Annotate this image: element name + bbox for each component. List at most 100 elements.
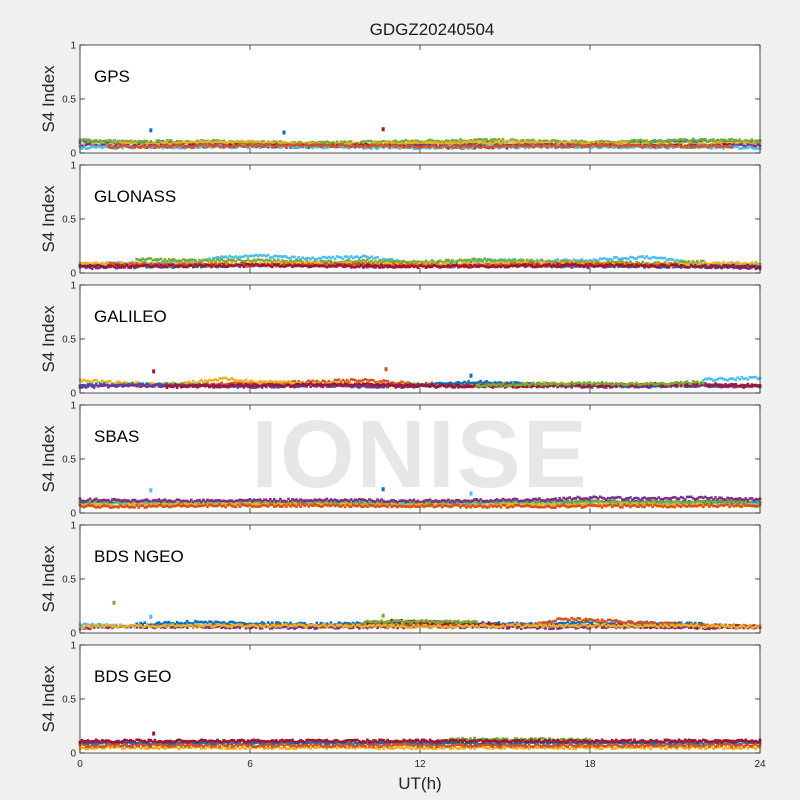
data-point — [689, 144, 693, 148]
data-point — [548, 140, 551, 143]
data-point — [610, 142, 614, 146]
data-point — [491, 142, 495, 145]
data-point — [370, 144, 373, 148]
data-point — [572, 140, 576, 144]
data-point — [388, 145, 391, 149]
data-point — [100, 143, 104, 147]
data-point — [728, 138, 731, 141]
data-point — [404, 146, 408, 149]
data-point — [564, 145, 568, 149]
data-point — [111, 142, 114, 146]
data-point — [343, 140, 347, 143]
data-point — [712, 144, 715, 147]
data-point — [382, 144, 385, 148]
data-point — [167, 139, 171, 142]
data-point — [653, 138, 657, 142]
data-point — [378, 143, 381, 147]
data-point — [133, 141, 136, 145]
data-point — [268, 142, 272, 146]
data-point — [673, 144, 677, 148]
data-point — [600, 144, 604, 147]
data-point — [436, 145, 440, 149]
data-point — [720, 144, 723, 148]
data-point — [501, 144, 505, 148]
data-point — [677, 140, 681, 143]
data-point — [461, 139, 464, 143]
data-point — [281, 255, 284, 259]
data-point — [643, 145, 646, 148]
data-point — [384, 143, 387, 147]
data-point — [412, 139, 416, 143]
data-point — [141, 260, 145, 264]
data-point — [291, 144, 294, 147]
data-point — [210, 139, 213, 143]
data-point — [746, 143, 750, 146]
data-point — [173, 145, 177, 148]
data-point — [376, 143, 379, 147]
data-point — [283, 380, 286, 383]
data-point — [414, 139, 418, 143]
data-point — [386, 144, 389, 147]
data-point — [744, 145, 748, 148]
data-point — [171, 260, 175, 263]
data-point — [260, 145, 264, 149]
data-point — [604, 141, 608, 144]
data-point — [633, 142, 636, 146]
data-point — [714, 146, 717, 150]
data-point — [704, 263, 707, 267]
data-point — [329, 142, 333, 145]
data-point — [645, 139, 648, 143]
data-point — [111, 146, 114, 150]
data-point — [151, 145, 155, 149]
data-point — [420, 142, 424, 145]
data-point — [309, 257, 313, 261]
data-point — [125, 139, 128, 143]
data-point — [548, 143, 551, 146]
data-point — [734, 138, 738, 142]
data-point — [527, 141, 531, 144]
data-point — [509, 140, 513, 143]
data-point — [240, 255, 244, 259]
data-point — [697, 146, 701, 149]
data-point — [677, 138, 681, 141]
data-point — [198, 143, 201, 147]
data-point — [143, 139, 147, 143]
data-point — [232, 256, 236, 259]
data-point — [418, 143, 422, 147]
data-point — [734, 145, 738, 149]
data-point — [277, 258, 280, 262]
data-point — [297, 255, 300, 259]
data-point — [724, 141, 727, 145]
data-point — [169, 141, 173, 144]
data-point — [724, 145, 727, 148]
data-point — [574, 141, 578, 145]
data-point — [396, 140, 400, 144]
data-point — [615, 142, 618, 145]
data-point — [319, 145, 323, 149]
data-point — [376, 147, 379, 150]
data-point — [210, 146, 213, 149]
data-point — [337, 378, 341, 382]
data-point — [617, 142, 620, 146]
data-point — [123, 141, 126, 145]
data-point — [728, 143, 731, 147]
data-point — [608, 145, 612, 148]
spike-point — [381, 127, 385, 132]
data-point — [311, 146, 315, 150]
data-point — [477, 138, 480, 141]
data-point — [329, 144, 333, 148]
data-point — [266, 253, 270, 257]
data-point — [511, 143, 515, 147]
data-point — [716, 145, 719, 149]
data-point — [738, 147, 742, 150]
data-point — [307, 141, 310, 144]
data-point — [343, 144, 347, 148]
data-point — [275, 140, 278, 144]
data-point — [277, 255, 280, 258]
data-point — [105, 145, 108, 148]
data-point — [212, 256, 215, 260]
data-point — [155, 145, 159, 149]
data-point — [513, 138, 517, 142]
data-point — [236, 144, 240, 147]
data-point — [564, 140, 568, 143]
